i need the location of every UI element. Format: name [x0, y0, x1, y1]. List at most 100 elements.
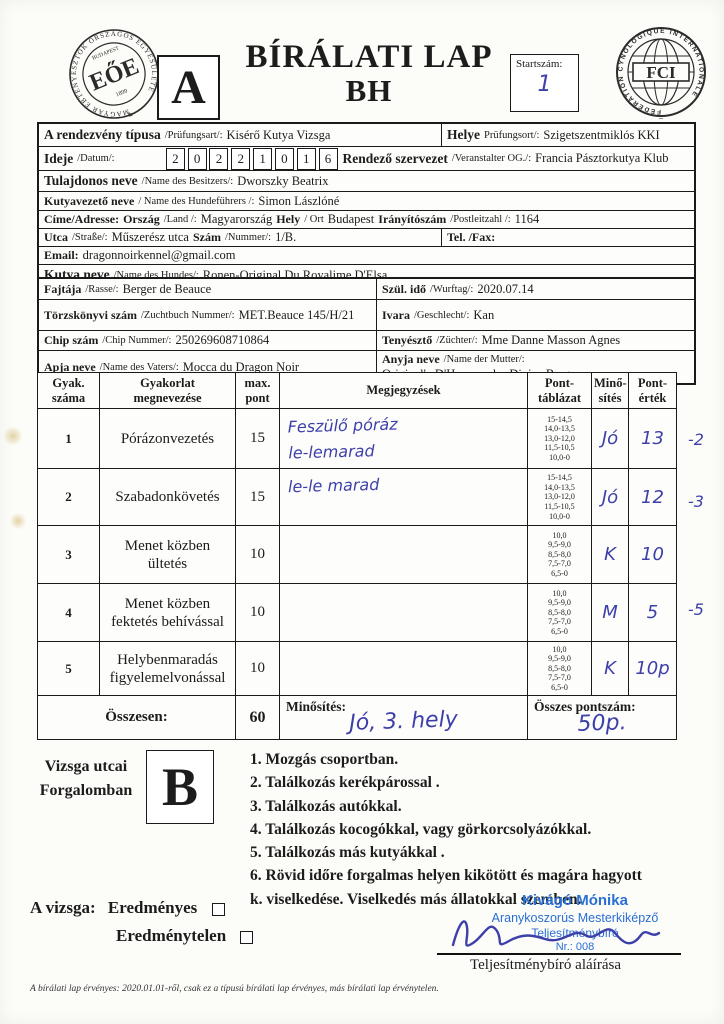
section-b-item: 5. Találkozás más kutyákkal . — [250, 844, 445, 861]
city-sublabel: / Ort — [304, 214, 324, 225]
organizer-value: Francia Pásztorkutya Klub — [535, 151, 669, 165]
stamp-number: Nr.: 008 — [555, 941, 595, 954]
exercise-row: 3 Menet közben ültetés 10 10,0 9,5-9,0 8… — [37, 525, 677, 585]
section-b-caption-line2: Forgalomban — [39, 782, 133, 799]
col-header-max-points: max. pont — [235, 372, 280, 409]
start-number-value: 1 — [537, 72, 552, 97]
breed-label: Fajtája — [44, 281, 82, 296]
signature-caption: Teljesítménybíró aláírása — [470, 957, 621, 973]
total-row: Összesen: 60 Minősítés: Jó, 3. hely Össz… — [37, 695, 677, 741]
start-number-box: Startszám: 1 — [510, 54, 579, 112]
date-digit: 2 — [231, 147, 251, 170]
exercise-name: Helybenmaradás figyelemelvonással — [99, 641, 236, 697]
birth-label: Szül. idő — [382, 281, 427, 296]
date-digit: 2 — [165, 147, 185, 170]
email-value: dragonnoirkennel@gmail.com — [82, 248, 236, 262]
event-type-value: Kisérő Kutya Vizsga — [226, 127, 331, 142]
margin-deduction: -5 — [688, 600, 704, 619]
date-digit: 6 — [318, 147, 338, 170]
sex-value: Kan — [473, 307, 495, 322]
fci-logo-icon: FCI FEDERATION CYNOLOGIQUE INTERNATIONAL… — [608, 22, 714, 128]
meoe-logo-icon: MAGYAR EBTENYÉSZTŐK ORSZÁGOS EGYESÜLETE … — [57, 17, 172, 132]
handler-value: Simon Lászlóné — [258, 193, 340, 208]
exercise-number: 5 — [37, 641, 100, 697]
dam-sublabel: /Name der Mutter/: — [443, 354, 525, 365]
exercise-row: 4 Menet közben fektetés behívással 10 10… — [37, 583, 677, 643]
total-points-value: 50p. — [577, 710, 627, 738]
handwritten-points: 10p — [635, 658, 670, 680]
total-max-points: 60 — [235, 695, 280, 741]
organizer-label: Rendező szervezet — [342, 150, 448, 166]
signature-line — [437, 953, 681, 955]
city-value: Budapest — [327, 212, 375, 226]
place-value: Szigetszentmiklós KKI — [543, 127, 660, 142]
point-scale: 10,0 9,5-9,0 8,5-8,0 7,5-7,0 6,5-0 — [527, 583, 592, 643]
handwritten-grade: K — [604, 658, 616, 680]
row-event-type: A rendezvény típusa /Prüfungsart/: Kisér… — [39, 124, 694, 146]
col-header-point-value: Pont- érték — [628, 372, 677, 409]
zip-label: Irányítószám — [378, 212, 447, 226]
exam-label: A vizsga: — [30, 898, 96, 917]
exercise-number: 1 — [37, 407, 100, 470]
svg-text:FCI: FCI — [646, 63, 676, 82]
exercise-name: Pórázonvezetés — [99, 407, 236, 470]
svg-text:=: = — [658, 113, 663, 123]
country-value: Magyarország — [200, 212, 273, 226]
title-line1: BÍRÁLATI LAP — [245, 39, 493, 75]
date-digit: 1 — [296, 147, 316, 170]
exercise-max-points: 10 — [235, 583, 280, 643]
owner-sublabel: /Name des Besitzers/: — [141, 175, 234, 187]
dog-name-sublabel: /Name des Hundes/: — [113, 269, 199, 281]
handwritten-points: 10 — [641, 544, 664, 566]
exercise-score-table: Gyak. száma Gyakorlat megnevezése max. p… — [37, 372, 677, 741]
place-label: Helye — [447, 127, 480, 142]
exercise-max-points: 15 — [235, 407, 280, 470]
exercise-number: 3 — [37, 525, 100, 585]
date-sublabel: /Datum/: — [77, 153, 115, 164]
section-b-list: 1. Mozgás csoportban. 2. Találkozás keré… — [250, 748, 700, 911]
sire-value: Mocca du Dragon Noir — [182, 359, 300, 374]
exercise-table-header: Gyak. száma Gyakorlat megnevezése max. p… — [37, 372, 677, 409]
owner-label: Tulajdonos neve — [44, 173, 138, 188]
row-email: Email: dragonnoirkennel@gmail.com — [39, 246, 694, 264]
date-digit: 1 — [253, 147, 273, 170]
final-grade-label: Minősítés: — [286, 699, 346, 715]
row-breed-birth: Fajtája /Rasse/: Berger de Beauce Szül. … — [39, 279, 694, 299]
sex-sublabel: /Geschlecht/: — [414, 309, 470, 321]
col-header-point-scale: Pont- táblázat — [527, 372, 592, 409]
date-digit: 0 — [274, 147, 294, 170]
exercise-max-points: 10 — [235, 641, 280, 697]
section-a-letter: A — [171, 61, 206, 114]
section-a-box: A — [157, 55, 220, 120]
section-b-item: 3. Találkozás autókkal. — [250, 797, 402, 815]
exercise-row: 2 Szabadonkövetés 15 le-le marad 15-14,5… — [37, 468, 677, 527]
dam-label: Anyja neve — [382, 352, 440, 366]
section-b-item: 2. Találkozás kerékpárossal . — [250, 774, 440, 792]
country-label: Ország — [123, 212, 160, 226]
section-b-letter: B — [161, 757, 199, 817]
section-b-item: 1. Mozgás csoportban. — [250, 751, 399, 768]
event-type-sublabel: /Prüfungsart/: — [164, 129, 223, 141]
organizer-sublabel: /Veranstalter OG./: — [451, 153, 532, 164]
handwritten-grade: M — [602, 602, 618, 624]
section-b-item: 6. Rövid időre forgalmas helyen kikötött… — [250, 867, 642, 908]
signature-scribble-icon — [445, 905, 675, 957]
col-header-exercise-name: Gyakorlat megnevezése — [99, 372, 236, 409]
zip-sublabel: /Postleitzahl /: — [450, 214, 511, 225]
exercise-number: 4 — [37, 583, 100, 643]
breed-sublabel: /Rasse/: — [85, 283, 119, 295]
chip-value: 250269608710864 — [175, 333, 270, 347]
breeder-value: Mme Danne Masson Agnes — [481, 333, 621, 347]
zip-value: 1164 — [514, 212, 540, 226]
svg-text:★: ★ — [126, 110, 135, 120]
col-header-exercise-number: Gyak. száma — [37, 372, 100, 409]
pass-label: Eredményes — [107, 898, 198, 917]
paper-stain — [4, 425, 22, 447]
handwritten-points: 13 — [641, 428, 664, 450]
stamp-title1: Aranykoszorús Mesterkiképző — [491, 910, 659, 925]
col-header-grade: Minő- sítés — [591, 372, 629, 409]
chip-label: Chip szám — [44, 333, 99, 347]
fail-checkbox — [240, 930, 254, 944]
svg-text:1899: 1899 — [115, 88, 128, 98]
